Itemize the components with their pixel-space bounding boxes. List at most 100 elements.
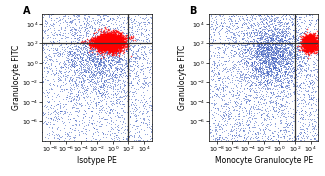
Point [123, 62, 128, 65]
Point [300, 93, 305, 96]
Point [308, 45, 313, 48]
Point [308, 40, 314, 43]
Point [306, 102, 311, 105]
Point [116, 44, 121, 46]
Point [92, 47, 97, 50]
Point [270, 58, 276, 61]
Point [306, 37, 311, 40]
Point [113, 69, 118, 71]
Point [112, 35, 118, 38]
Point [110, 36, 115, 39]
Point [111, 46, 116, 49]
Point [267, 61, 272, 64]
Point [311, 42, 316, 45]
Point [309, 45, 315, 48]
Point [113, 46, 118, 49]
Point [208, 95, 213, 98]
Point [308, 41, 314, 44]
Point [95, 46, 100, 48]
Point [102, 49, 108, 52]
Point [90, 59, 95, 62]
Point [228, 86, 233, 89]
Point [258, 58, 263, 60]
Point [240, 24, 245, 27]
Point [112, 43, 117, 46]
Point [309, 112, 314, 115]
Point [245, 26, 251, 29]
Point [275, 67, 280, 70]
Point [113, 44, 118, 47]
Point [320, 40, 325, 43]
Point [90, 48, 95, 51]
Point [257, 58, 263, 61]
Point [233, 30, 238, 33]
Point [115, 52, 120, 54]
Point [307, 41, 312, 44]
Point [257, 45, 262, 48]
Point [303, 45, 308, 48]
Point [114, 15, 119, 18]
Point [309, 42, 315, 45]
Point [111, 39, 116, 42]
Point [91, 58, 96, 61]
Point [311, 40, 316, 43]
Point [268, 61, 274, 64]
Point [285, 39, 290, 41]
Point [303, 40, 308, 43]
Point [109, 34, 114, 37]
Point [105, 37, 110, 40]
Point [93, 40, 98, 43]
Point [90, 109, 95, 112]
Point [79, 41, 84, 44]
Point [101, 48, 107, 51]
Point [108, 46, 113, 49]
Point [287, 74, 292, 77]
Point [102, 33, 108, 36]
Point [70, 45, 75, 48]
Point [58, 128, 63, 131]
Point [282, 62, 288, 65]
Point [68, 99, 73, 102]
Point [111, 40, 116, 42]
Point [85, 27, 90, 30]
Point [104, 43, 109, 46]
Point [64, 111, 69, 113]
Point [57, 75, 62, 77]
Point [109, 46, 114, 49]
Point [105, 45, 110, 48]
Point [308, 36, 313, 39]
Point [307, 41, 312, 44]
Point [310, 44, 315, 47]
Point [46, 69, 51, 72]
Point [101, 46, 106, 48]
Point [111, 37, 116, 40]
Point [114, 30, 120, 33]
Point [274, 84, 280, 87]
Point [287, 54, 292, 56]
Point [278, 38, 283, 41]
Point [286, 65, 291, 68]
Point [266, 100, 271, 102]
Point [106, 34, 111, 36]
Point [281, 33, 286, 36]
Point [303, 47, 308, 50]
Point [94, 67, 99, 69]
Point [110, 44, 115, 46]
Point [102, 42, 107, 45]
Point [310, 38, 316, 41]
Point [304, 39, 309, 41]
Point [109, 42, 114, 44]
Point [94, 137, 99, 140]
Point [283, 65, 288, 68]
Point [130, 56, 136, 59]
Point [207, 127, 212, 130]
Point [298, 54, 304, 57]
Point [253, 48, 258, 51]
Point [285, 73, 290, 76]
Point [55, 54, 60, 57]
Point [110, 43, 115, 46]
Point [260, 112, 265, 115]
Point [306, 48, 312, 51]
Point [110, 38, 115, 41]
Point [100, 47, 105, 50]
